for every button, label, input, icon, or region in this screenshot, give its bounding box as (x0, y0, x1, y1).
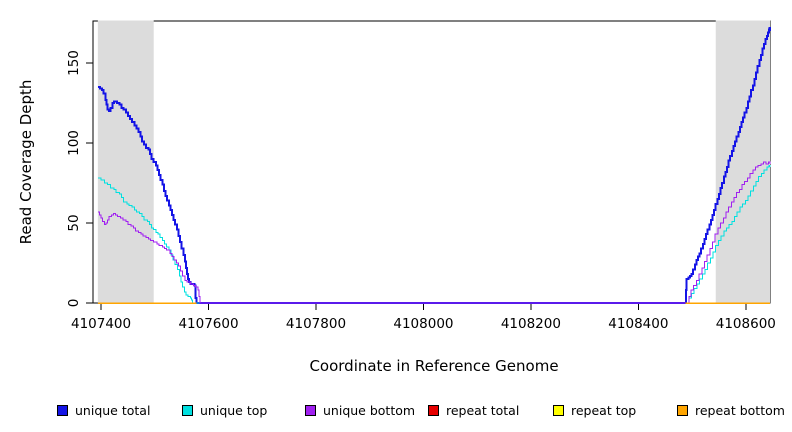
x-tick-label: 4108000 (393, 316, 453, 332)
y-tick-label: 50 (66, 214, 82, 231)
legend-label: unique top (200, 402, 268, 418)
x-tick-label: 4108600 (716, 316, 776, 332)
legend-swatch-icon (57, 404, 68, 416)
series-line-unique-top (97, 164, 771, 304)
coverage-plot-canvas: 4107400 4107600 4107800 4108000 4108200 41084… (66, 20, 776, 332)
legend-swatch-icon (553, 404, 564, 416)
legend-swatch-icon (305, 404, 316, 416)
legend-label: repeat bottom (695, 402, 785, 418)
series-line-unique-total (97, 26, 771, 304)
legend-swatch-icon (428, 404, 439, 416)
y-axis-title: Read Coverage Depth (17, 79, 35, 245)
legend-item-repeat-top: repeat top (553, 402, 636, 418)
x-tick-label: 4108400 (608, 316, 668, 332)
legend: unique total unique top unique bottom repea… (0, 402, 792, 422)
x-tick-label: 4107600 (178, 316, 238, 332)
legend-item-repeat-total: repeat total (428, 402, 519, 418)
legend-item-repeat-bottom: repeat bottom (677, 402, 785, 418)
legend-label: unique total (75, 402, 151, 418)
repeat-region-shade (97, 20, 154, 303)
y-tick-label: 0 (66, 299, 82, 308)
legend-swatch-icon (677, 404, 688, 416)
legend-item-unique-top: unique top (182, 402, 267, 418)
y-tick-label: 100 (66, 130, 82, 156)
x-tick-label: 4107800 (286, 316, 346, 332)
series-line-unique-bottom (97, 161, 771, 304)
legend-label: repeat total (446, 402, 520, 418)
legend-swatch-icon (182, 404, 193, 416)
legend-item-unique-bottom: unique bottom (305, 402, 415, 418)
x-axis-title: Coordinate in Reference Genome (309, 357, 559, 375)
legend-item-unique-total: unique total (57, 402, 150, 418)
legend-label: repeat top (571, 402, 637, 418)
repeat-region-shade (715, 20, 770, 303)
x-tick-label: 4107400 (71, 316, 131, 332)
legend-label: unique bottom (323, 402, 416, 418)
x-tick-label: 4108200 (501, 316, 561, 332)
y-tick-label: 150 (66, 50, 82, 76)
coverage-plot: 4107400 4107600 4107800 4108000 4108200 41084… (17, 20, 776, 375)
plot-border (92, 20, 771, 304)
